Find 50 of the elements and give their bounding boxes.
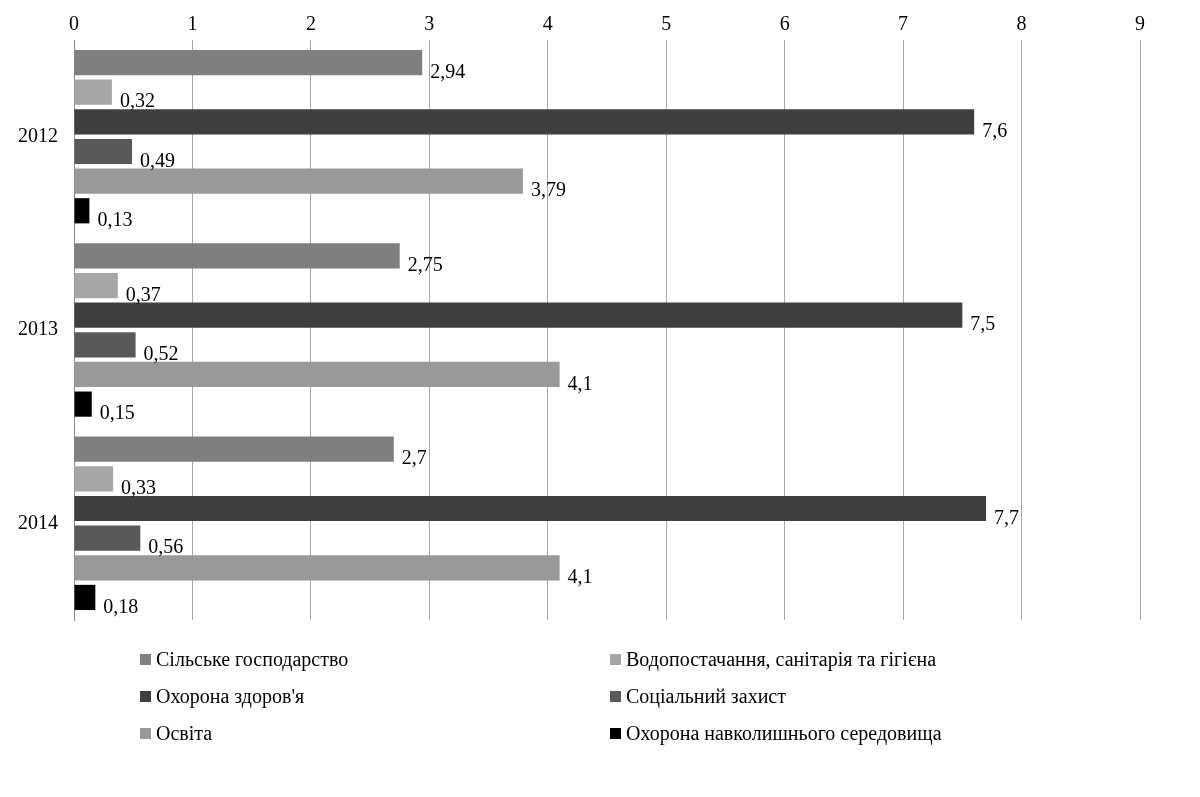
y-tick-label: 2012	[18, 123, 58, 146]
data-label: 0,37	[125, 282, 161, 305]
data-label: 0,52	[143, 342, 179, 365]
x-tick-label: 9	[1135, 12, 1145, 35]
x-tick-label: 5	[661, 12, 672, 35]
data-label: 7,7	[994, 505, 1020, 528]
legend-label: Соціальний захист	[626, 685, 786, 708]
bar	[74, 391, 92, 417]
data-label: 4,1	[567, 371, 593, 394]
x-tick-label: 0	[69, 12, 79, 35]
data-label: 0,32	[119, 89, 155, 112]
bar	[74, 332, 136, 358]
data-label: 0,33	[121, 476, 157, 499]
bar	[74, 555, 560, 581]
x-tick-label: 4	[542, 12, 553, 35]
data-label: 7,5	[970, 312, 996, 335]
legend-label: Водопостачання, санітарія та гігієна	[626, 648, 937, 671]
data-label: 2,75	[407, 253, 443, 276]
y-tick-label: 2014	[18, 510, 58, 533]
bar	[74, 138, 133, 165]
y-tick-label: 2013	[18, 317, 58, 340]
x-tick-label: 7	[898, 12, 909, 35]
legend-label: Сільське господарство	[156, 648, 349, 671]
bar	[74, 272, 118, 299]
data-label: 0,13	[97, 208, 133, 231]
data-label: 7,6	[982, 119, 1008, 142]
data-label: 2,94	[430, 59, 466, 82]
x-tick-label: 6	[779, 12, 790, 35]
bar	[74, 79, 112, 105]
bar	[74, 495, 987, 522]
data-label: 4,1	[567, 565, 593, 588]
data-label: 3,79	[530, 178, 566, 201]
legend-label: Охорона здоров'я	[156, 685, 305, 708]
data-label: 2,7	[401, 446, 427, 469]
x-tick-label: 3	[424, 12, 435, 35]
bar	[74, 525, 141, 551]
legend-label: Охорона навколишнього середовища	[626, 722, 942, 745]
legend-label: Освіта	[156, 722, 213, 745]
x-tick-label: 8	[1016, 12, 1027, 35]
bar	[74, 168, 523, 194]
bar	[74, 109, 975, 135]
x-tick-label: 1	[187, 12, 198, 35]
bar	[74, 198, 90, 224]
data-label: 0,15	[99, 401, 135, 424]
x-tick-label: 2	[305, 12, 316, 35]
bar	[74, 584, 96, 611]
data-label: 0,18	[103, 594, 139, 617]
data-label: 0,49	[140, 148, 176, 171]
data-label: 0,56	[148, 535, 184, 558]
bar	[74, 466, 114, 492]
